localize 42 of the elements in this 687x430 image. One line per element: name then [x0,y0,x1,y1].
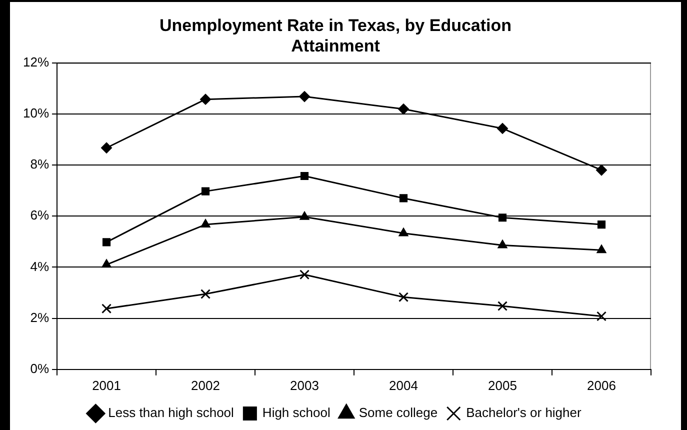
point [299,91,310,102]
x-tick-label: 2003 [290,378,319,393]
y-tick-label: 4% [30,258,50,274]
point [200,94,212,105]
point [300,211,310,220]
point [300,270,310,280]
point [398,104,410,115]
y-tick-label: 12% [22,54,50,70]
point [597,220,606,229]
y-tick-label: 2% [30,310,50,325]
point [102,259,112,268]
y-tick-label: 8% [30,156,50,172]
point [102,238,111,246]
point [300,172,309,180]
x-tick-label: 2002 [191,378,220,393]
x-tick-label: 2005 [488,378,517,393]
x-tick-label: 2006 [587,378,616,393]
point [498,240,508,248]
legend-label: High school [262,405,330,420]
y-tick-label: 6% [30,208,50,223]
point [398,228,408,236]
point [498,301,508,312]
point [596,244,606,254]
x-tick-label: 2001 [92,378,121,393]
point [201,187,210,196]
y-tick-label: 0% [30,360,50,376]
point [596,311,606,322]
point [596,164,607,176]
legend-label: Bachelor's or higher [466,405,582,420]
point [200,219,210,228]
point [101,142,112,154]
point [497,122,508,134]
point [102,304,112,314]
point [399,194,408,202]
point [200,289,211,300]
chart-title: Unemployment Rate in Texas, by Education Attainment [159,16,512,56]
legend-label: Less than high school [108,405,234,420]
y-tick-label: 10% [22,105,50,120]
legend-label: Some college [358,405,438,420]
point [498,214,507,222]
point [398,292,408,302]
x-tick-label: 2004 [389,378,418,393]
